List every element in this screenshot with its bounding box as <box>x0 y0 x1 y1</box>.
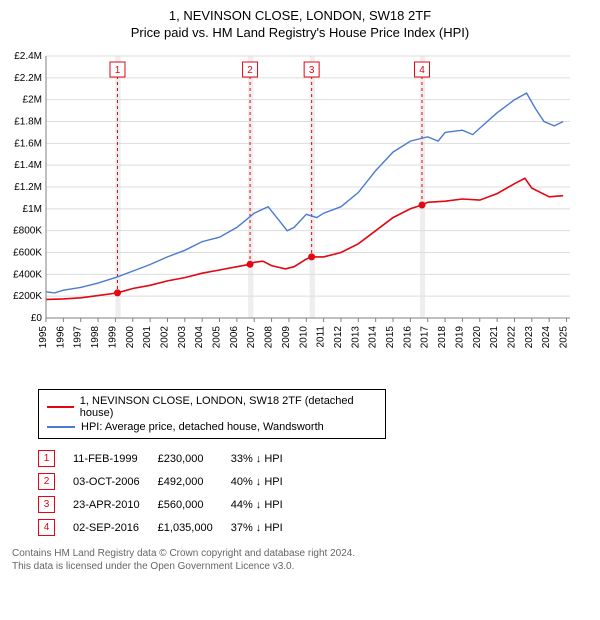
tx-marker: 1 <box>38 450 55 467</box>
svg-text:2017: 2017 <box>420 326 431 349</box>
svg-text:£2.4M: £2.4M <box>14 51 42 62</box>
svg-text:2007: 2007 <box>246 326 257 349</box>
svg-text:2021: 2021 <box>489 326 500 349</box>
svg-text:£1.4M: £1.4M <box>14 160 42 171</box>
svg-text:£1.6M: £1.6M <box>14 138 42 149</box>
svg-text:2022: 2022 <box>506 326 517 349</box>
svg-text:2008: 2008 <box>264 326 275 349</box>
svg-text:£0: £0 <box>31 313 43 324</box>
svg-text:2000: 2000 <box>125 326 136 349</box>
tx-delta: 37% ↓ HPI <box>231 516 301 539</box>
svg-text:2019: 2019 <box>454 326 465 349</box>
svg-text:2016: 2016 <box>402 326 413 349</box>
svg-text:2025: 2025 <box>559 326 570 349</box>
tx-date: 11-FEB-1999 <box>73 447 158 470</box>
price-chart: £0 £200K £400K £600K £800K £1M £1.2M £1.4M £1.6M… <box>8 48 592 381</box>
page-title: 1, NEVINSON CLOSE, LONDON, SW18 2TF <box>8 8 592 23</box>
svg-text:2012: 2012 <box>333 326 344 349</box>
svg-text:2006: 2006 <box>229 326 240 349</box>
tx-delta: 44% ↓ HPI <box>231 493 301 516</box>
tx-delta: 33% ↓ HPI <box>231 447 301 470</box>
svg-text:1998: 1998 <box>90 326 101 349</box>
svg-text:£1.2M: £1.2M <box>14 182 42 193</box>
tx-price: £560,000 <box>158 493 231 516</box>
tx-date: 03-OCT-2006 <box>73 470 158 493</box>
legend-swatch <box>47 426 75 428</box>
page-subtitle: Price paid vs. HM Land Registry's House … <box>8 25 592 40</box>
tx-date: 23-APR-2010 <box>73 493 158 516</box>
transactions-table: 1 11-FEB-1999£230,00033% ↓ HPI 2 03-OCT-200… <box>38 447 301 539</box>
svg-text:2011: 2011 <box>316 326 327 348</box>
tx-marker: 3 <box>38 496 55 513</box>
svg-text:£600K: £600K <box>13 248 42 259</box>
svg-text:£1M: £1M <box>23 204 42 215</box>
svg-text:1999: 1999 <box>107 326 118 349</box>
legend: 1, NEVINSON CLOSE, LONDON, SW18 2TF (det… <box>38 389 386 439</box>
svg-text:2: 2 <box>247 65 253 76</box>
tx-price: £492,000 <box>158 470 231 493</box>
svg-text:£800K: £800K <box>13 226 42 237</box>
svg-text:2009: 2009 <box>281 326 292 349</box>
svg-text:2005: 2005 <box>212 326 223 349</box>
tx-date: 02-SEP-2016 <box>73 516 158 539</box>
tx-marker: 4 <box>38 519 55 536</box>
tx-price: £230,000 <box>158 447 231 470</box>
svg-text:2001: 2001 <box>142 326 153 349</box>
legend-item: 1, NEVINSON CLOSE, LONDON, SW18 2TF (det… <box>47 394 377 420</box>
svg-text:2004: 2004 <box>194 326 205 349</box>
legend-item: HPI: Average price, detached house, Wand… <box>47 420 377 434</box>
tx-price: £1,035,000 <box>158 516 231 539</box>
svg-text:2024: 2024 <box>541 326 552 349</box>
svg-text:£2.2M: £2.2M <box>14 73 42 84</box>
svg-text:3: 3 <box>309 65 315 76</box>
table-row: 4 02-SEP-2016£1,035,00037% ↓ HPI <box>38 516 301 539</box>
svg-text:2002: 2002 <box>159 326 170 349</box>
svg-text:4: 4 <box>419 65 425 76</box>
svg-text:1: 1 <box>115 65 121 76</box>
svg-text:£400K: £400K <box>13 269 42 280</box>
legend-label: HPI: Average price, detached house, Wand… <box>81 421 324 433</box>
svg-text:£1.8M: £1.8M <box>14 117 42 128</box>
legend-label: 1, NEVINSON CLOSE, LONDON, SW18 2TF (det… <box>80 395 377 419</box>
svg-text:2013: 2013 <box>350 326 361 349</box>
table-row: 3 23-APR-2010£560,00044% ↓ HPI <box>38 493 301 516</box>
table-row: 1 11-FEB-1999£230,00033% ↓ HPI <box>38 447 301 470</box>
table-row: 2 03-OCT-2006£492,00040% ↓ HPI <box>38 470 301 493</box>
tx-delta: 40% ↓ HPI <box>231 470 301 493</box>
svg-text:£200K: £200K <box>13 291 42 302</box>
tx-marker: 2 <box>38 473 55 490</box>
footer-attribution: Contains HM Land Registry data © Crown c… <box>12 547 592 573</box>
footer-line-2: This data is licensed under the Open Gov… <box>12 561 294 572</box>
svg-text:1995: 1995 <box>38 326 49 349</box>
footer-line-1: Contains HM Land Registry data © Crown c… <box>12 548 355 559</box>
svg-text:2014: 2014 <box>368 326 379 349</box>
legend-swatch <box>47 406 74 408</box>
svg-text:2003: 2003 <box>177 326 188 349</box>
svg-text:1997: 1997 <box>73 326 84 349</box>
svg-text:2010: 2010 <box>298 326 309 349</box>
svg-text:2015: 2015 <box>385 326 396 349</box>
svg-text:1996: 1996 <box>55 326 66 349</box>
svg-text:£2M: £2M <box>23 95 42 106</box>
svg-text:2023: 2023 <box>524 326 535 349</box>
svg-text:2018: 2018 <box>437 326 448 349</box>
svg-text:2020: 2020 <box>472 326 483 349</box>
chart-svg: £0 £200K £400K £600K £800K £1M £1.2M £1.4M £1.6M… <box>8 48 578 378</box>
